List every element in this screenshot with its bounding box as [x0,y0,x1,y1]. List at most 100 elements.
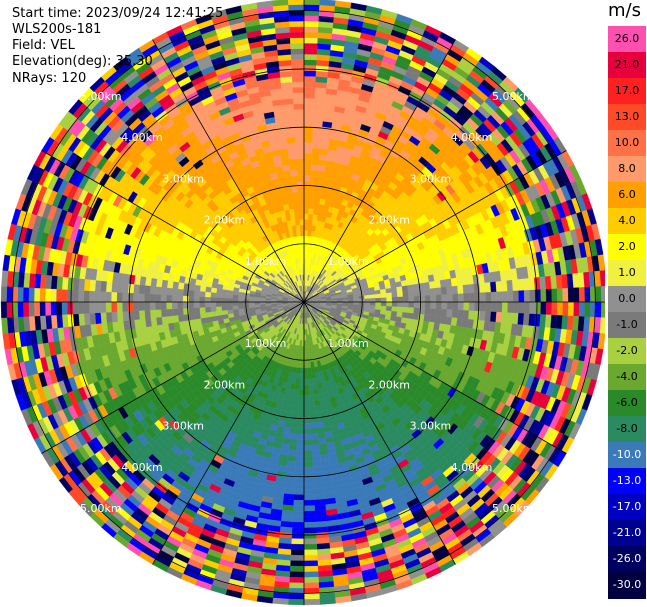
radar-gate [290,543,305,551]
radar-gate [226,297,233,303]
radar-gate [518,290,525,303]
radar-gate [298,406,305,413]
radar-gate [291,532,305,540]
radar-gate [133,301,140,312]
radar-gate [308,389,314,396]
radar-gate [288,582,305,589]
radar-gate [567,287,575,303]
radar-gate [310,169,318,177]
radar-gate [303,433,312,440]
radar-gate [215,301,222,307]
radar-gate [303,164,312,171]
radar-gate [306,345,310,352]
radar-gate [386,292,393,298]
radar-gate [578,301,586,317]
radar-gate [369,298,376,303]
radar-gate [283,426,291,434]
radar-gate [308,394,315,402]
radar-gate [303,53,318,61]
radar-gate [227,309,234,315]
radar-gate [353,301,360,306]
radar-gate [303,532,317,540]
radar-gate [446,301,453,310]
radar-gate [374,289,381,295]
radar-gate [172,315,180,323]
radar-gate [33,301,41,317]
radar-gate [55,301,63,316]
radar-gate [290,554,305,562]
radar-gate [311,378,318,385]
radar-gate [61,301,68,315]
radar-gate [303,153,312,160]
radar-gate [299,378,305,385]
radar-gate [138,293,145,303]
radar-gate [303,175,311,182]
radar-gate [441,301,448,310]
radar-gate [293,499,305,506]
radar-gate [294,389,300,396]
radar-gate [600,301,605,318]
radar-gate [395,281,403,288]
radar-gate [303,147,313,154]
radar-gate [290,549,305,556]
radar-gate [517,313,525,326]
radar-gate [188,295,195,303]
radar-gate [303,560,318,567]
radar-gate [221,297,228,303]
radar-gate [144,301,151,311]
radar-gate [435,301,442,310]
radar-gate [296,444,305,451]
radar-gate [303,362,308,369]
radar-gate [248,304,255,308]
radar-gate [290,427,298,435]
radar-gate [88,301,96,314]
radar-gate [303,395,310,402]
radar-gate [303,120,314,127]
radar-gate [529,289,536,303]
radar-gate [518,301,525,314]
radar-gate [573,287,580,303]
radar-gate [294,477,305,484]
radar-gate [479,292,486,303]
radar-gate [501,301,508,313]
radar-gate [303,213,309,220]
radar-gate [160,301,167,310]
radar-gate [303,98,315,105]
radar-gate [310,427,318,435]
radar-gate [237,305,244,310]
radar-gate [116,311,124,322]
radar-gate [496,291,503,303]
radar-gate [369,294,376,299]
radar-gate [353,298,360,303]
radar-gate [312,383,318,390]
radar-gate [545,288,553,303]
radar-gate [283,488,295,495]
radar-gate [424,308,431,316]
radar-gate [188,313,196,321]
radar-gate [303,351,308,358]
radar-gate [314,499,326,506]
radar-gate [375,305,382,311]
radar-gate [545,301,553,316]
radar-gate [380,288,387,295]
radar-gate [303,202,310,209]
radar-gate [292,505,305,512]
radar-gate [177,295,184,303]
radar-gate [188,301,195,309]
radar-gate [310,175,318,182]
radar-gate [303,450,313,457]
radar-gate [303,549,318,556]
radar-gate [303,527,317,534]
radar-gate [380,301,387,307]
radar-gate [291,527,305,534]
radar-gate [303,439,312,446]
radar-gate [402,296,409,303]
radar-gate [285,471,296,479]
radar-gate [303,48,318,55]
radar-gate [296,439,305,446]
radar-gate [307,378,313,385]
radar-gate [226,305,233,311]
radar-gate [512,279,519,292]
radar-gate [94,290,101,303]
radar-gate [303,472,314,479]
